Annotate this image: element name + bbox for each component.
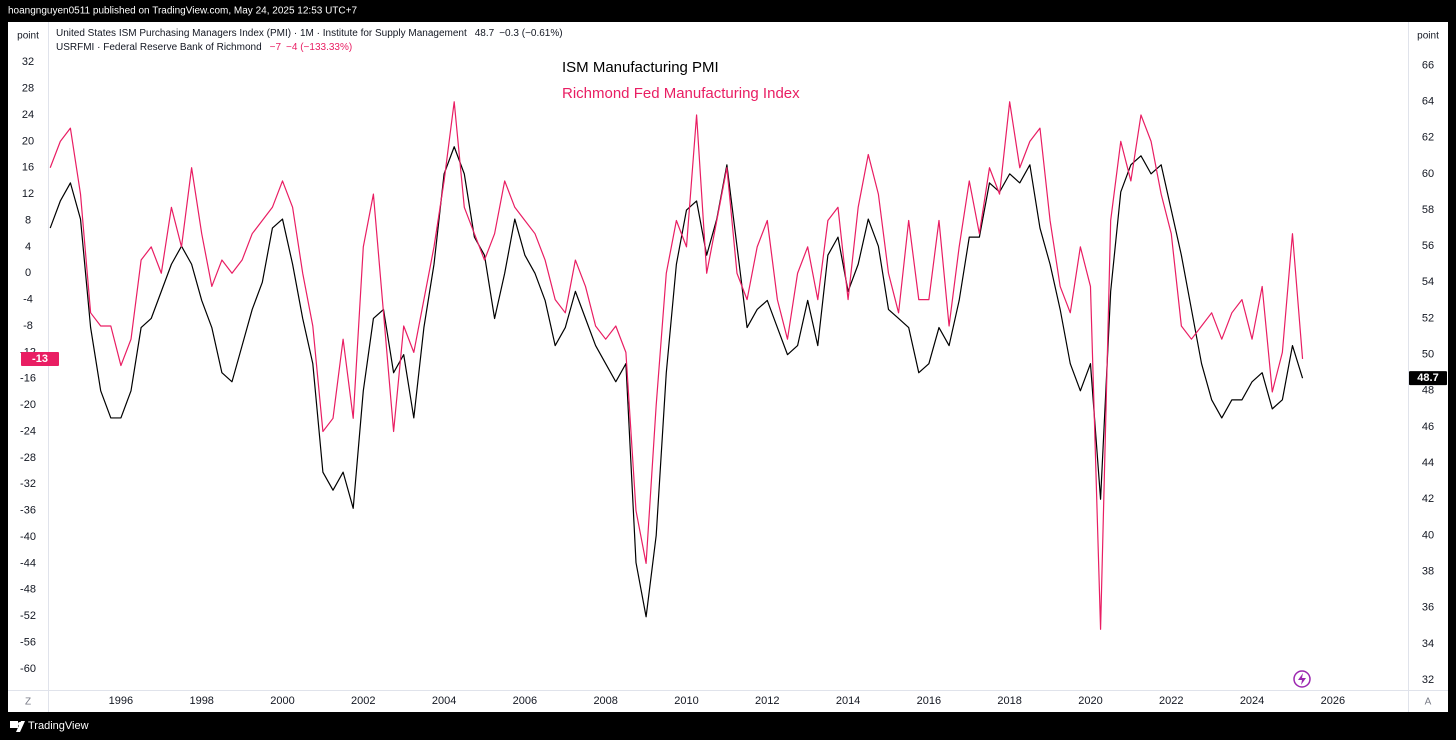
y2-tick-label: 34: [1422, 638, 1434, 650]
y2-tick-label: 56: [1422, 240, 1434, 252]
last-value-label: -13: [32, 353, 48, 365]
y-tick-label: -60: [20, 663, 36, 675]
y-tick-label: -52: [20, 610, 36, 622]
annotation: Richmond Fed Manufacturing Index: [562, 85, 800, 102]
x-tick-label: 1996: [109, 695, 133, 707]
legend-header: United States ISM Purchasing Managers In…: [56, 28, 563, 39]
legend-header: USRFMI · Federal Reserve Bank of Richmon…: [56, 42, 352, 53]
y-tick-label: 4: [25, 241, 31, 253]
y-tick-label: -56: [20, 636, 36, 648]
series-line: [49, 101, 1304, 630]
series-name: United States ISM Purchasing Managers In…: [56, 28, 467, 39]
x-tick-label: 2000: [270, 695, 294, 707]
x-tick-label: 2010: [674, 695, 698, 707]
x-tick-label: 2020: [1078, 695, 1102, 707]
last-value: 48.7: [475, 28, 495, 39]
y-tick-label: -32: [20, 478, 36, 490]
x-tick-label: 2006: [513, 695, 537, 707]
y2-tick-label: 44: [1422, 457, 1434, 469]
series-name: USRFMI · Federal Reserve Bank of Richmon…: [56, 42, 262, 53]
y2-tick-label: 50: [1422, 349, 1434, 361]
y-tick-label: -16: [20, 373, 36, 385]
last-value-box: [21, 351, 59, 366]
x-tick-label: 2002: [351, 695, 375, 707]
published-note: hoangnguyen0511 published on TradingView…: [8, 6, 357, 17]
y-tick-label: -24: [20, 425, 36, 437]
y-tick-label: -20: [20, 399, 36, 411]
y2-tick-label: 66: [1422, 59, 1434, 71]
y-tick-label: 20: [22, 135, 34, 147]
x-tick-label: 1998: [189, 695, 213, 707]
x-tick-label: 2018: [997, 695, 1021, 707]
last-value: −7: [270, 42, 282, 53]
y-tick-label: 16: [22, 162, 34, 174]
y2-tick-label: 42: [1422, 493, 1434, 505]
y-tick-label: -48: [20, 584, 36, 596]
y-tick-label: 8: [25, 214, 31, 226]
y2-tick-label: 32: [1422, 674, 1434, 686]
x-tick-label: 2016: [917, 695, 941, 707]
y2-tick-label: 64: [1422, 95, 1434, 107]
x-tick-label: 2022: [1159, 695, 1183, 707]
annotation: ISM Manufacturing PMI: [562, 59, 719, 76]
x-tick-label: 2014: [836, 695, 860, 707]
x-tick-label: 2024: [1240, 695, 1264, 707]
y-tick-label: -28: [20, 452, 36, 464]
x-tick-label: 2008: [593, 695, 617, 707]
x-tick-label: 2012: [755, 695, 779, 707]
y2-tick-label: 46: [1422, 421, 1434, 433]
y2-tick-label: 58: [1422, 204, 1434, 216]
last-value-box: [1409, 371, 1447, 386]
change: −0.3 (−0.61%): [499, 28, 562, 39]
x-tick-label: 2026: [1321, 695, 1345, 707]
y-tick-label: -4: [23, 294, 33, 306]
y-tick-label: 12: [22, 188, 34, 200]
plot-area: [49, 101, 1304, 630]
scale-button[interactable]: Z: [25, 697, 31, 708]
y-tick-label: 28: [22, 83, 34, 95]
y2-tick-label: 36: [1422, 602, 1434, 614]
brand-logo: [10, 721, 25, 732]
y2-tick-label: 60: [1422, 168, 1434, 180]
y-tick-label: -36: [20, 505, 36, 517]
y2-tick-label: 40: [1422, 529, 1434, 541]
y-tick-label: -8: [23, 320, 33, 332]
y2-unit-label: point: [1417, 31, 1439, 42]
scale-button[interactable]: A: [1425, 697, 1432, 708]
chart-panel: [8, 22, 1448, 712]
last-value-label: 48.7: [1417, 372, 1438, 384]
y-unit-label: point: [17, 31, 39, 42]
y-tick-label: 0: [25, 267, 31, 279]
change: −4 (−133.33%): [286, 42, 352, 53]
y2-tick-label: 48: [1422, 385, 1434, 397]
y-tick-label: -44: [20, 557, 36, 569]
lightning-icon[interactable]: [1293, 670, 1311, 688]
y2-tick-label: 54: [1422, 276, 1434, 288]
brand: TradingView: [28, 720, 89, 732]
y2-tick-label: 38: [1422, 565, 1434, 577]
y2-tick-label: 52: [1422, 312, 1434, 324]
y2-tick-label: 62: [1422, 132, 1434, 144]
x-tick-label: 2004: [432, 695, 456, 707]
y-tick-label: -40: [20, 531, 36, 543]
y-tick-label: 32: [22, 56, 34, 68]
y-tick-label: 24: [22, 109, 34, 121]
